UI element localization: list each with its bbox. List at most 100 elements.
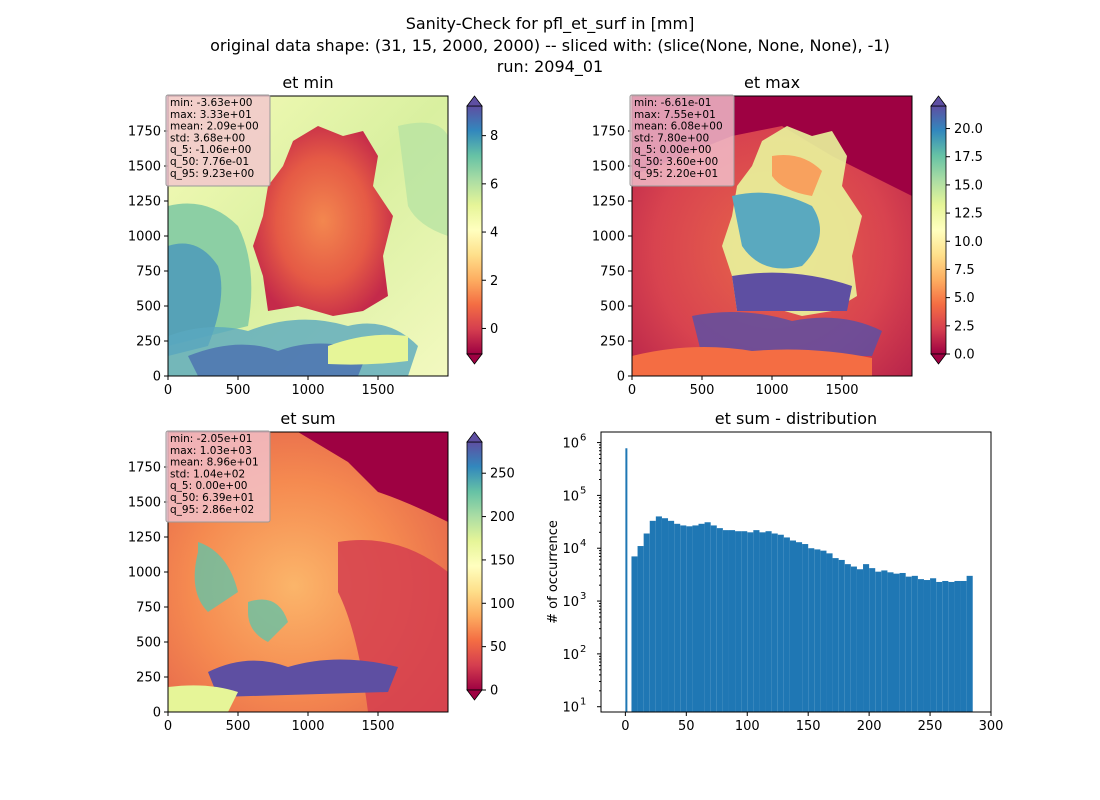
histogram-bar (753, 530, 760, 712)
x-tick-label: 0 (164, 719, 172, 734)
histogram-bar (643, 533, 650, 712)
y-tick-label: 1500 (128, 496, 161, 511)
y-tick-label: 1750 (128, 125, 161, 140)
x-axis: 0 500 1000 1500 (628, 376, 859, 398)
y-tick-label-exponent: 1 (580, 697, 586, 708)
histogram-bar (777, 534, 784, 712)
colorbar-tick-label: 150 (490, 553, 515, 568)
histogram-bar (802, 544, 809, 712)
y-tick-label: 1250 (128, 531, 161, 546)
y-tick-label: 0 (153, 706, 161, 721)
y-tick-label-exponent: 6 (580, 433, 586, 444)
panel-et-sum-distribution: et sum - distribution # of occurrence 0 5… (546, 409, 1003, 734)
histogram-bar (680, 525, 687, 712)
histogram-bar (893, 573, 900, 712)
colorbar-gradient (466, 441, 483, 691)
colorbar-tick-label: 100 (490, 597, 515, 612)
y-tick-label: 0 (617, 370, 625, 385)
stats-line: std: 7.80e+00 (634, 132, 709, 144)
colorbar-tick-label: 17.5 (954, 150, 983, 165)
histogram-bar (637, 546, 644, 712)
colorbar-tick-label: 20.0 (954, 122, 983, 137)
histogram-bar (881, 570, 888, 712)
y-tick-label: 250 (136, 335, 161, 350)
histogram-bar (930, 578, 937, 712)
x-tick-label: 1500 (361, 383, 394, 398)
histogram-bars (625, 448, 974, 712)
colorbar-extend-min (930, 353, 947, 365)
panel-title: et max (744, 73, 800, 92)
stats-box-background (165, 430, 271, 523)
histogram-bar (783, 537, 790, 712)
x-tick-label: 1500 (825, 383, 858, 398)
stats-line: q_95: 9.23e+00 (170, 168, 254, 180)
histogram-bar (796, 542, 803, 712)
histogram-bar (863, 564, 870, 712)
histogram-bar (692, 525, 699, 712)
x-tick-label: 1000 (755, 383, 788, 398)
y-tick-label: 1500 (128, 160, 161, 175)
y-axis: 0 250 500 750 1000 1250 1500 1750 (128, 125, 168, 385)
colorbar: 0 2 4 6 8 (466, 95, 498, 365)
suptitle-line-2: original data shape: (31, 15, 2000, 2000… (210, 36, 890, 55)
x-axis: 0 50 100 150 200 250 300 (621, 712, 1003, 734)
y-tick-label-base: 10 (562, 489, 579, 504)
x-tick-label: 300 (979, 719, 1004, 734)
colorbar-tick-label: 5.0 (954, 291, 975, 306)
histogram-bar (808, 548, 815, 712)
y-tick-label-base: 10 (562, 437, 579, 452)
y-tick-label: 500 (600, 300, 625, 315)
y-tick-label-base: 10 (562, 648, 579, 663)
colorbar-tick-label: 8 (490, 129, 498, 144)
histogram-bar (649, 520, 656, 712)
x-tick-label: 200 (857, 719, 882, 734)
x-tick-label: 0 (621, 719, 629, 734)
histogram-bar (942, 580, 949, 712)
histogram-bar (686, 526, 693, 712)
colorbar-tick-label: 2.5 (954, 319, 975, 334)
y-tick-label-exponent: 3 (580, 591, 586, 602)
histogram-bar (899, 572, 906, 712)
histogram-bar (966, 575, 973, 712)
x-tick-label: 250 (918, 719, 943, 734)
y-axis-label: # of occurrence (546, 520, 561, 624)
x-tick-label: 50 (678, 719, 695, 734)
x-tick-label: 1000 (291, 383, 324, 398)
stats-line: q_95: 2.86e+02 (170, 504, 254, 516)
y-tick-label-exponent: 4 (580, 538, 586, 549)
y-tick-label: 1500 (592, 160, 625, 175)
x-tick-label: 500 (226, 719, 251, 734)
y-tick-label-base: 10 (562, 542, 579, 557)
y-tick-label: 1250 (592, 195, 625, 210)
stats-line: q_5: 0.00e+00 (170, 480, 247, 492)
histogram-bar (741, 531, 748, 712)
stats-line: min: -2.05e+01 (170, 433, 252, 445)
colorbar-gradient (930, 105, 947, 355)
stats-line: q_50: 6.39e+01 (170, 492, 254, 504)
x-tick-label: 1500 (361, 719, 394, 734)
x-axis: 0 500 1000 1500 (164, 376, 395, 398)
histogram-bar (923, 580, 931, 712)
y-tick-label: 500 (136, 636, 161, 651)
suptitle-line-1: Sanity-Check for pfl_et_surf in [mm] (406, 14, 695, 34)
histogram-bar (698, 523, 705, 712)
histogram-bar (838, 559, 845, 712)
colorbar-tick-label: 4 (490, 226, 498, 241)
histogram-bar (631, 556, 638, 712)
histogram-bar (917, 579, 924, 712)
colorbar-tick-label: 10.0 (954, 235, 983, 250)
stats-line: q_5: 0.00e+00 (634, 144, 711, 156)
histogram-bar (960, 580, 967, 712)
panel-et-min: et min 0 500 1000 1500 0 250 500 750 1000 1250 15… (128, 73, 498, 398)
panel-et-sum: et sum 0 500 1000 1500 02505007501000125015… (128, 409, 515, 734)
histogram-bar (875, 571, 882, 712)
stats-line: q_95: 2.20e+01 (634, 168, 718, 180)
histogram-bar (625, 448, 628, 712)
x-axis: 0 500 1000 1500 (164, 712, 395, 734)
histogram-bar (856, 569, 864, 712)
histogram-bar (911, 575, 918, 712)
panel-title: et sum - distribution (715, 409, 877, 428)
y-tick-label: 500 (136, 300, 161, 315)
